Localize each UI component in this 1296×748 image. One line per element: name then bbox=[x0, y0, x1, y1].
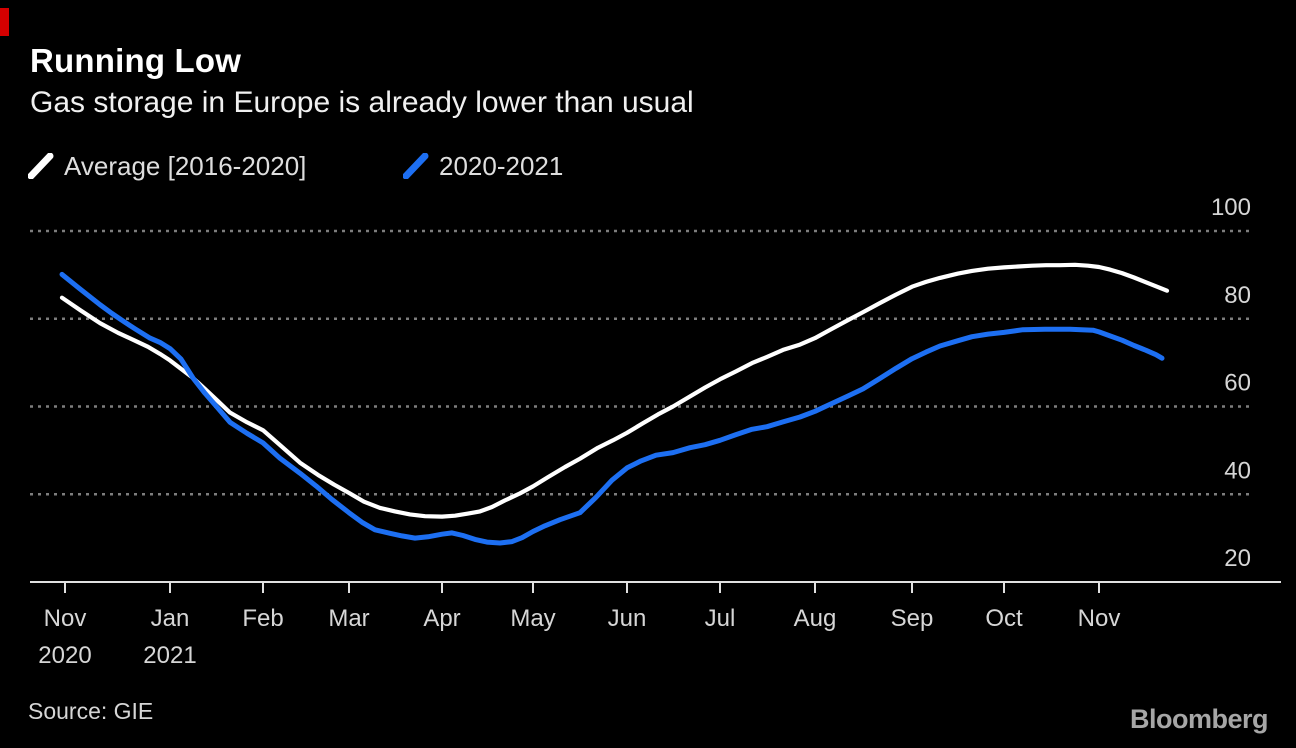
legend-item-average: Average [2016-2020] bbox=[28, 149, 306, 183]
x-tick-label: Mar bbox=[328, 605, 369, 632]
y-tick-label: 60 bbox=[1224, 370, 1251, 397]
chart-subtitle: Gas storage in Europe is already lower t… bbox=[30, 86, 694, 119]
x-tick-label: Aug bbox=[794, 605, 837, 632]
x-tick-label: Oct bbox=[985, 605, 1023, 632]
y-tick-label: 80 bbox=[1224, 282, 1251, 309]
x-tick-label: Jul bbox=[705, 605, 736, 632]
x-tick-label: Apr bbox=[423, 605, 460, 632]
y-tick-label: 20 bbox=[1224, 545, 1251, 572]
line-swatch-icon bbox=[403, 153, 429, 179]
series-average-2016-2020- bbox=[59, 262, 1170, 519]
chart-legend: Average [2016-2020] 2020-2021 bbox=[0, 149, 1296, 183]
bloomberg-logo: Bloomberg bbox=[1129, 704, 1269, 734]
chart-title: Running Low bbox=[30, 42, 242, 79]
x-tick-label: May bbox=[510, 605, 555, 632]
x-tick-label: Jan bbox=[151, 605, 190, 632]
legend-label-2020-2021: 2020-2021 bbox=[439, 150, 564, 181]
x-tick-label: Nov bbox=[44, 605, 87, 632]
x-tick-label: Nov bbox=[1078, 605, 1121, 632]
y-tick-label: 40 bbox=[1224, 457, 1251, 484]
line-swatch-icon bbox=[28, 153, 54, 179]
y-tick-label: 100 bbox=[1211, 194, 1251, 221]
x-tick-label: Sep bbox=[891, 605, 934, 632]
series-2020-2021 bbox=[59, 271, 1165, 546]
legend-item-2020-2021: 2020-2021 bbox=[403, 149, 563, 183]
x-tick-sublabel: 2020 bbox=[38, 642, 91, 669]
source-note: Source: GIE bbox=[28, 698, 154, 724]
bloomberg-red-flag bbox=[0, 8, 9, 36]
x-tick-sublabel: 2021 bbox=[143, 642, 196, 669]
legend-label-average: Average [2016-2020] bbox=[64, 150, 307, 181]
x-tick-label: Jun bbox=[608, 605, 647, 632]
x-tick-label: Feb bbox=[242, 605, 283, 632]
